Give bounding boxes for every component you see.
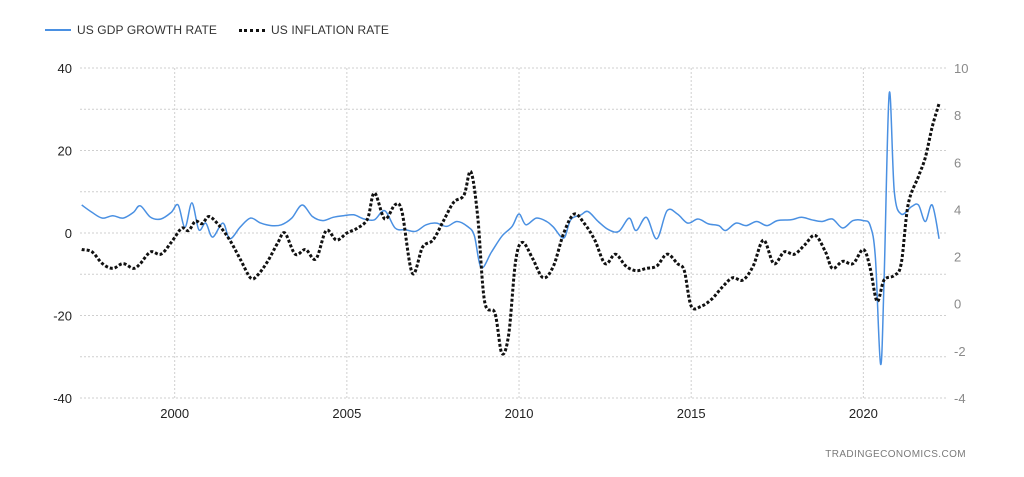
x-tick-label: 2010 — [505, 406, 534, 421]
y-right-tick-label: -4 — [954, 391, 966, 406]
y-right-tick-label: 10 — [954, 61, 968, 76]
y-right-tick-label: -2 — [954, 344, 966, 359]
y-right-tick-label: 6 — [954, 155, 961, 170]
x-tick-label: 2015 — [677, 406, 706, 421]
y-right-tick-label: 8 — [954, 108, 961, 123]
y-left-tick-label: 20 — [58, 144, 72, 159]
y-left-tick-label: -40 — [53, 391, 72, 406]
y-left-tick-label: -20 — [53, 309, 72, 324]
series-line-gdp — [81, 91, 940, 365]
series-line-inflation — [81, 102, 941, 356]
legend-item-inflation[interactable]: US INFLATION RATE — [239, 23, 389, 37]
x-tick-label: 2000 — [160, 406, 189, 421]
legend-label-inflation: US INFLATION RATE — [271, 23, 389, 37]
legend-label-gdp: US GDP GROWTH RATE — [77, 23, 218, 37]
y-left-tick-label: 40 — [58, 61, 72, 76]
y-right-tick-label: 0 — [954, 297, 961, 312]
legend-swatch-inflation — [239, 28, 266, 32]
y-right-tick-label: 4 — [954, 202, 961, 217]
legend-swatch-gdp — [45, 29, 71, 31]
x-tick-label: 2020 — [849, 406, 878, 421]
y-right-tick-label: 2 — [954, 250, 961, 265]
chart-legend: US GDP GROWTH RATE US INFLATION RATE — [45, 20, 389, 40]
x-tick-label: 2005 — [332, 406, 361, 421]
y-left-tick-label: 0 — [65, 226, 72, 241]
legend-item-gdp[interactable]: US GDP GROWTH RATE — [45, 23, 217, 37]
source-credit: TRADINGECONOMICS.COM — [825, 449, 966, 460]
